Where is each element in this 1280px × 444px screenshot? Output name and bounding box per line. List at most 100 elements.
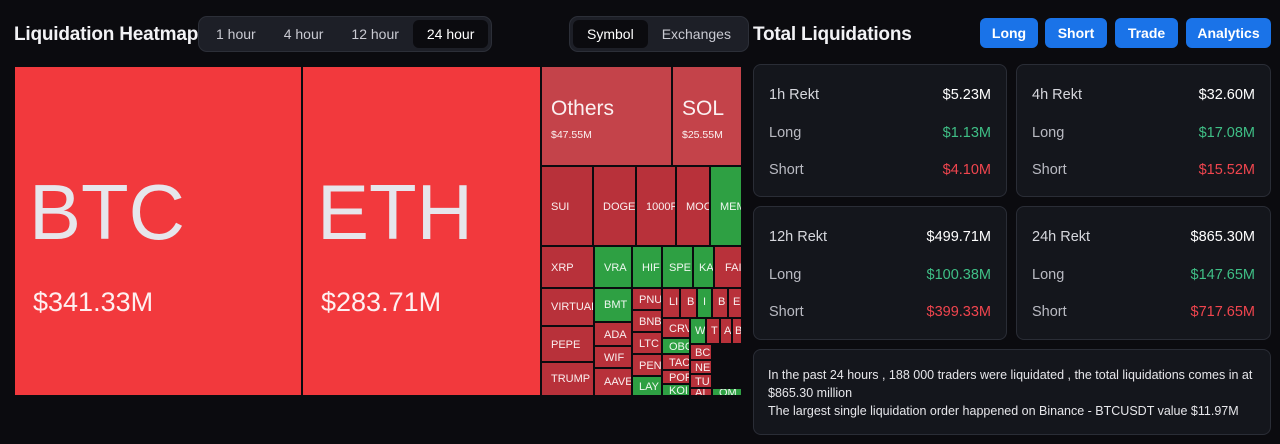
- card-1h-rekt: 1h Rekt $5.23M Long $1.13M Short $4.10M: [753, 64, 1007, 197]
- cell-symbol: MOO: [686, 201, 710, 213]
- treemap-cell-xrp[interactable]: XRP: [541, 246, 594, 288]
- treemap-cell-hif[interactable]: HIF: [632, 246, 662, 288]
- treemap-cell-ka[interactable]: KA: [693, 246, 714, 288]
- treemap-cell-e[interactable]: E: [728, 288, 742, 318]
- treemap-cell-mem[interactable]: MEM: [710, 166, 742, 246]
- cell-symbol: MEM: [720, 201, 741, 213]
- trade-button[interactable]: Trade: [1115, 18, 1178, 48]
- cell-symbol: SPE: [669, 262, 692, 274]
- tab-symbol[interactable]: Symbol: [573, 20, 648, 48]
- short-label: Short: [769, 304, 804, 320]
- card-total: $32.60M: [1198, 87, 1255, 103]
- short-value: $15.52M: [1198, 162, 1255, 178]
- cell-symbol: 1000P: [646, 201, 676, 213]
- tab-1-hour[interactable]: 1 hour: [216, 26, 256, 42]
- long-label: Long: [1032, 267, 1065, 283]
- treemap-cell-a[interactable]: A: [720, 318, 732, 344]
- treemap-cell-b[interactable]: B: [712, 288, 728, 318]
- card-4h-rekt: 4h Rekt $32.60M Long $17.08M Short $15.52M: [1016, 64, 1271, 197]
- cell-symbol: AAVE: [604, 376, 632, 388]
- cell-symbol: ETH: [317, 168, 473, 256]
- treemap-cell-obo[interactable]: OBO: [662, 338, 690, 354]
- cell-symbol: OBO: [669, 341, 689, 353]
- cell-symbol: BTC: [29, 168, 185, 256]
- time-range-tabs: 1 hour 4 hour 12 hour 24 hour: [198, 16, 493, 52]
- tab-exchanges[interactable]: Exchanges: [661, 26, 731, 42]
- cell-symbol: I: [703, 296, 707, 308]
- treemap-cell-i[interactable]: I: [697, 288, 712, 318]
- long-button[interactable]: Long: [980, 18, 1038, 48]
- tab-12-hour[interactable]: 12 hour: [351, 26, 399, 42]
- total-liquidations-title: Total Liquidations: [753, 24, 912, 45]
- cell-symbol: AI: [695, 388, 706, 396]
- cell-symbol: LI: [669, 296, 679, 308]
- treemap-cell-om[interactable]: OM: [712, 388, 742, 396]
- treemap-cell-aave[interactable]: AAVE: [594, 368, 632, 396]
- cell-value: $283.71M: [321, 287, 442, 317]
- cell-symbol: BC: [695, 347, 711, 359]
- treemap-cell-1000p[interactable]: 1000P: [636, 166, 676, 246]
- cell-symbol: Others: [551, 97, 615, 120]
- short-button[interactable]: Short: [1045, 18, 1107, 48]
- treemap-cell-bnb[interactable]: BNB: [632, 310, 662, 332]
- treemap-cell-t[interactable]: T: [706, 318, 720, 344]
- treemap-cell-trump[interactable]: TRUMP: [541, 362, 594, 396]
- cell-symbol: W: [695, 325, 706, 337]
- cell-symbol: TU: [695, 376, 710, 388]
- treemap-cell-bmt[interactable]: BMT: [594, 288, 632, 322]
- treemap-cell-lay[interactable]: LAY: [632, 376, 662, 396]
- treemap-cell-pepe[interactable]: PEPE: [541, 326, 594, 362]
- treemap-cell-w[interactable]: W: [690, 318, 706, 344]
- card-total: $865.30M: [1190, 229, 1256, 245]
- cell-symbol: HIF: [642, 262, 660, 274]
- treemap-cell-sui[interactable]: SUI: [541, 166, 593, 246]
- view-tabs: Symbol Exchanges: [569, 16, 749, 52]
- treemap-cell-ne[interactable]: NE: [690, 360, 712, 374]
- treemap-cell-b[interactable]: B: [732, 318, 742, 344]
- tab-24-hour[interactable]: 24 hour: [412, 20, 489, 48]
- card-24h-rekt: 24h Rekt $865.30M Long $147.65M Short $717.…: [1016, 206, 1271, 340]
- analytics-button[interactable]: Analytics: [1186, 18, 1271, 48]
- treemap-cell-tac[interactable]: TAC: [662, 354, 690, 370]
- treemap-cell-bc[interactable]: BC: [690, 344, 712, 360]
- treemap-cell-eth[interactable]: ETH $283.71M: [302, 66, 541, 396]
- cell-symbol: B: [735, 325, 742, 337]
- cell-symbol: XRP: [551, 262, 574, 274]
- treemap-cell-fai[interactable]: FAI: [714, 246, 742, 288]
- treemap-cell-pop[interactable]: POP: [662, 370, 690, 384]
- liquidation-treemap: BTC $341.33M ETH $283.71M Others $47.55M SOL $2…: [14, 66, 742, 396]
- cell-symbol: TRUMP: [551, 373, 591, 385]
- treemap-cell-li[interactable]: LI: [662, 288, 680, 318]
- short-value: $399.33M: [926, 304, 992, 320]
- cell-symbol: NE: [695, 362, 711, 374]
- cell-symbol: SOL: [682, 97, 725, 120]
- treemap-cell-virtual[interactable]: VIRTUAL: [541, 288, 594, 326]
- treemap-cell-vra[interactable]: VRA: [594, 246, 632, 288]
- treemap-cell-pen[interactable]: PEN: [632, 354, 662, 376]
- treemap-cell-tu[interactable]: TU: [690, 374, 712, 388]
- card-12h-rekt: 12h Rekt $499.71M Long $100.38M Short $399.…: [753, 206, 1007, 340]
- treemap-cell-pnu[interactable]: PNU: [632, 288, 662, 310]
- cell-symbol: B: [718, 296, 726, 308]
- treemap-cell-others[interactable]: Others $47.55M: [541, 66, 672, 166]
- long-value: $147.65M: [1190, 267, 1256, 283]
- treemap-cell-spe[interactable]: SPE: [662, 246, 693, 288]
- tab-4-hour[interactable]: 4 hour: [283, 26, 324, 42]
- treemap-cell-b[interactable]: B: [680, 288, 697, 318]
- treemap-cell-btc[interactable]: BTC $341.33M: [14, 66, 302, 396]
- treemap-cell-moo[interactable]: MOO: [676, 166, 710, 246]
- treemap-cell-koi[interactable]: KOI: [662, 384, 690, 396]
- cell-symbol: E: [733, 296, 741, 308]
- treemap-cell-doge[interactable]: DOGE: [593, 166, 636, 246]
- treemap-cell-ada[interactable]: ADA: [594, 322, 632, 346]
- cell-symbol: PNU: [639, 294, 662, 306]
- treemap-cell-ai[interactable]: AI: [690, 388, 712, 396]
- treemap-cell-crv[interactable]: CRV: [662, 318, 690, 338]
- summary-line-1: In the past 24 hours , 188 000 traders w…: [768, 368, 1253, 400]
- cell-symbol: TAC: [669, 357, 690, 369]
- treemap-cell-ltc[interactable]: LTC: [632, 332, 662, 354]
- treemap-cell-wif[interactable]: WIF: [594, 346, 632, 368]
- card-title: 24h Rekt: [1032, 229, 1091, 245]
- treemap-cell-sol[interactable]: SOL $25.55M: [672, 66, 742, 166]
- cell-symbol: KA: [699, 262, 714, 274]
